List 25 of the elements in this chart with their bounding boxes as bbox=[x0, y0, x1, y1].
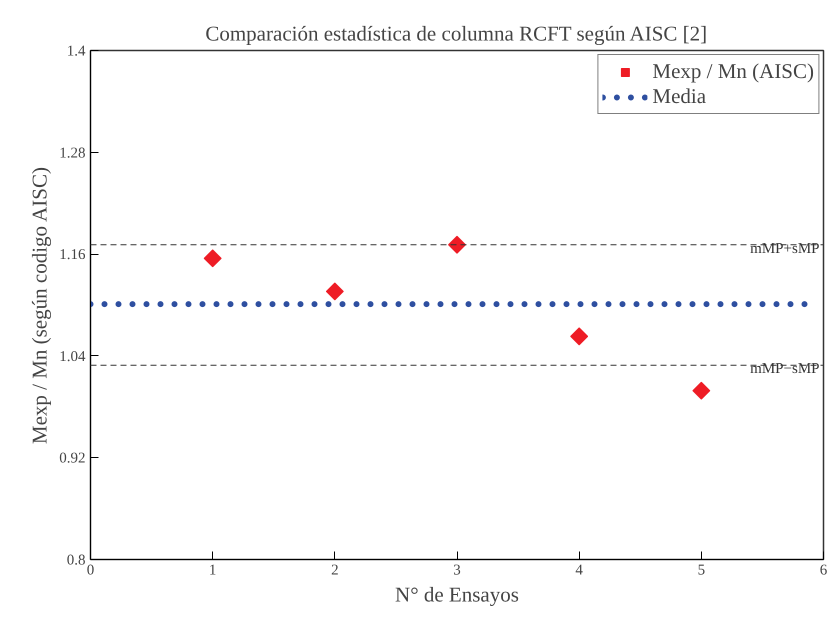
x-tick-label: 4 bbox=[575, 562, 584, 578]
y-tick-label: 1.4 bbox=[66, 44, 86, 60]
y-tick-label: 0.92 bbox=[59, 450, 86, 467]
point bbox=[326, 282, 344, 300]
x-tick-label: 0 bbox=[86, 562, 94, 578]
point bbox=[570, 327, 588, 346]
x-tick-label: 2 bbox=[331, 562, 339, 578]
x-tick-label: 6 bbox=[820, 562, 828, 578]
ref-line-label: mMP+sMP bbox=[750, 240, 820, 257]
point bbox=[448, 236, 466, 254]
ref-line-label: mMP−sMP bbox=[750, 361, 820, 378]
y-tick-label: 1.16 bbox=[59, 247, 86, 264]
y-axis-title: Mexp / Mn (según codigo AISC) bbox=[27, 167, 52, 444]
x-axis-title: N° de Ensayos bbox=[395, 582, 519, 606]
x-tick-label: 3 bbox=[453, 562, 461, 578]
legend-label: Mexp / Mn (AISC) bbox=[652, 59, 814, 84]
point bbox=[692, 382, 710, 400]
legend-label: Media bbox=[652, 84, 706, 109]
chart-title: Comparación estadística de columna RCFT según AISC [2] bbox=[205, 22, 708, 46]
point bbox=[204, 249, 222, 268]
y-tick-label: 1.04 bbox=[59, 348, 86, 365]
x-tick-label: 1 bbox=[208, 562, 216, 578]
y-tick-label: 1.28 bbox=[59, 145, 86, 162]
y-tick-label: 0.8 bbox=[66, 552, 86, 568]
x-tick-label: 5 bbox=[698, 562, 706, 578]
